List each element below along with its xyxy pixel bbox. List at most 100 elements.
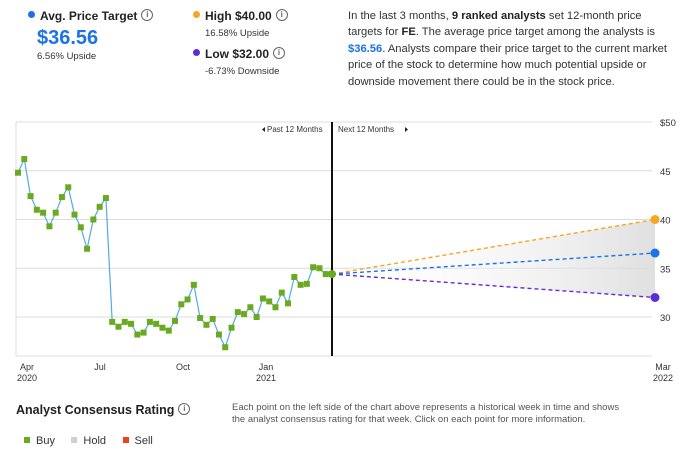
buy-rating-point[interactable]	[190, 281, 197, 288]
x-tick-label: Mar	[655, 362, 671, 372]
y-tick-label: 45	[660, 167, 671, 178]
buy-rating-point[interactable]	[40, 209, 47, 216]
x-tick-label: Oct	[176, 362, 191, 372]
today-divider: Past 12 Months Next 12 Months	[262, 122, 408, 356]
buy-rating-point[interactable]	[234, 309, 241, 316]
buy-rating-point[interactable]	[77, 224, 84, 231]
sell-square-icon	[122, 437, 129, 444]
buy-rating-point[interactable]	[33, 206, 40, 213]
buy-rating-point[interactable]	[52, 209, 59, 216]
legend-hold[interactable]: Hold	[71, 435, 106, 447]
avg-sub: 6.56% Upside	[37, 51, 97, 62]
buy-rating-point[interactable]	[303, 280, 310, 287]
avg-forecast-line	[331, 252, 656, 275]
description-text: In the last 3 months, 9 ranked analysts …	[348, 8, 673, 90]
buy-rating-point[interactable]	[297, 281, 304, 288]
buy-rating-point[interactable]	[71, 211, 78, 218]
buy-square-icon	[24, 437, 30, 444]
buy-rating-point[interactable]	[253, 314, 260, 320]
history-series	[15, 156, 335, 351]
buy-rating-point[interactable]	[115, 323, 122, 330]
avg-value: $36.56	[37, 27, 99, 49]
buy-rating-point[interactable]	[184, 296, 191, 303]
buy-rating-point[interactable]	[278, 289, 285, 296]
avg-target-block: Avg. Price Target i $36.56 6.56% Upside	[28, 7, 178, 62]
legend-sell[interactable]: Sell	[122, 435, 153, 447]
buy-rating-point[interactable]	[172, 317, 178, 324]
legend-hold-label: Hold	[83, 435, 107, 447]
consensus-title: Analyst Consensus Rating	[16, 403, 175, 417]
buy-rating-point[interactable]	[310, 264, 317, 271]
buy-rating-point[interactable]	[134, 331, 141, 338]
buy-rating-point[interactable]	[165, 327, 172, 334]
buy-rating-point[interactable]	[209, 315, 216, 322]
x-tick-year: 2021	[256, 373, 276, 383]
legend-buy[interactable]: Buy	[24, 435, 55, 447]
avg-target-point[interactable]	[650, 248, 660, 258]
buy-rating-point[interactable]	[322, 271, 329, 278]
buy-rating-point[interactable]	[228, 324, 235, 331]
buy-rating-point[interactable]	[27, 193, 34, 200]
arrow-right-icon	[405, 127, 408, 132]
buy-rating-point[interactable]	[266, 298, 273, 305]
buy-rating-point[interactable]	[84, 245, 91, 252]
buy-rating-point[interactable]	[128, 320, 135, 327]
low-target-block: Low $32.00 i -6.73% Downside	[193, 45, 333, 77]
x-tick-label: Jan	[259, 362, 274, 372]
forecast-cone	[332, 219, 655, 298]
buy-rating-point[interactable]	[272, 304, 279, 311]
buy-rating-point[interactable]	[15, 169, 21, 176]
buy-rating-point[interactable]	[121, 318, 128, 325]
buy-rating-point[interactable]	[46, 223, 53, 230]
buy-rating-point[interactable]	[316, 265, 323, 272]
buy-rating-point[interactable]	[146, 318, 153, 325]
buy-rating-point[interactable]	[65, 184, 72, 191]
buy-rating-point[interactable]	[203, 321, 210, 328]
info-icon[interactable]: i	[273, 46, 286, 59]
forecast-area	[332, 219, 655, 298]
buy-rating-point[interactable]	[215, 331, 222, 338]
info-icon[interactable]: i	[275, 8, 288, 21]
high-target-point[interactable]	[650, 215, 660, 224]
desc-part: . The average price target among the ana…	[415, 26, 655, 39]
desc-part: set 12-month price targets for	[348, 10, 642, 39]
buy-rating-point[interactable]	[247, 304, 254, 311]
desc-bold: FE	[401, 26, 416, 39]
current-price-point	[328, 270, 336, 279]
buy-rating-point[interactable]	[178, 301, 185, 308]
past-12-months-label: Past 12 Months	[267, 125, 323, 134]
next-12-months-label: Next 12 Months	[338, 125, 394, 134]
buy-rating-point[interactable]	[197, 314, 204, 321]
buy-rating-point[interactable]	[153, 320, 160, 327]
buy-rating-point[interactable]	[159, 324, 166, 331]
low-label: Low $32.00	[205, 47, 270, 61]
y-tick-label: 30	[660, 313, 671, 324]
buy-rating-point[interactable]	[241, 311, 248, 318]
buy-rating-point[interactable]	[222, 344, 229, 351]
consensus-title-block: Analyst Consensus Rating i	[16, 401, 191, 419]
legend-buy-label: Buy	[36, 435, 55, 447]
info-icon[interactable]: i	[178, 402, 191, 415]
buy-rating-point[interactable]	[285, 300, 292, 307]
buy-rating-point[interactable]	[259, 295, 266, 302]
buy-rating-point[interactable]	[109, 318, 116, 325]
low-target-point[interactable]	[650, 293, 660, 302]
info-icon[interactable]: i	[141, 8, 154, 21]
buy-rating-point[interactable]	[140, 329, 147, 336]
high-target-block: High $40.00 i 16.58% Upside	[193, 7, 333, 39]
desc-bold: 9 ranked analysts	[451, 10, 546, 22]
high-label: High $40.00	[205, 9, 272, 23]
buy-rating-point[interactable]	[291, 274, 298, 281]
x-tick-label: Jul	[94, 362, 106, 372]
desc-part: . Analysts compare their price target to…	[348, 42, 668, 88]
buy-rating-point[interactable]	[102, 195, 109, 202]
buy-rating-point[interactable]	[58, 194, 65, 201]
buy-rating-point[interactable]	[90, 216, 97, 223]
y-axis-labels: $50 45 40 35 30	[660, 118, 676, 324]
consensus-note: Each point on the left side of the chart…	[232, 402, 620, 425]
x-tick-year: 2020	[17, 373, 37, 383]
buy-rating-point[interactable]	[21, 156, 28, 163]
buy-rating-point[interactable]	[96, 203, 103, 210]
desc-part: In the last 3 months,	[348, 10, 452, 22]
